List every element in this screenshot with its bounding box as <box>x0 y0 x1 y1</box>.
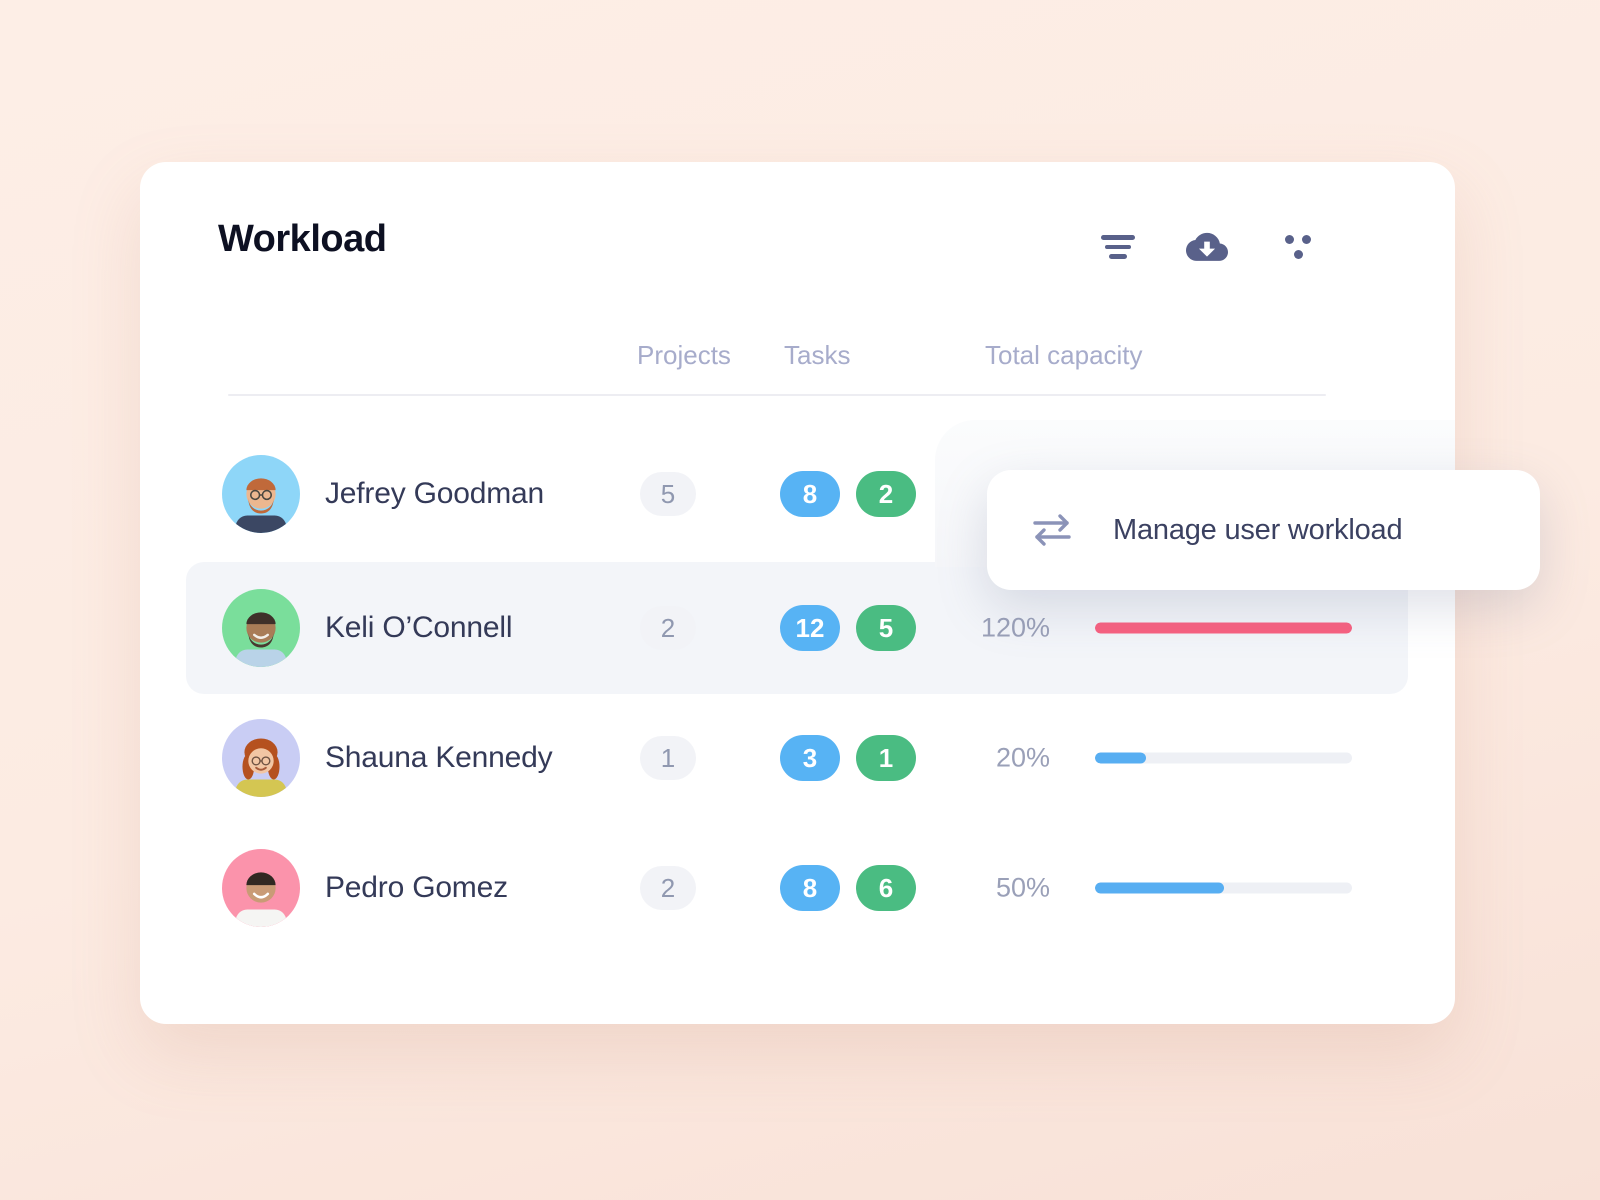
capacity-percent: 120% <box>980 612 1050 643</box>
capacity-bar-track <box>1095 882 1352 894</box>
tasks-done-badge: 2 <box>856 471 916 517</box>
avatar <box>222 849 300 927</box>
tasks-badges: 8 6 <box>780 865 916 911</box>
cloud-download-icon <box>1186 229 1228 266</box>
column-header-total-capacity: Total capacity <box>985 340 1143 370</box>
capacity-bar-fill <box>1095 622 1352 634</box>
tasks-done-badge: 6 <box>856 865 916 911</box>
more-options-icon <box>1276 232 1320 262</box>
avatar <box>222 455 300 533</box>
page-title: Workload <box>218 218 387 260</box>
tasks-active-badge: 3 <box>780 735 840 781</box>
tasks-badges: 12 5 <box>780 605 916 651</box>
user-name: Keli O’Connell <box>325 611 513 644</box>
more-options-button[interactable] <box>1276 225 1320 269</box>
capacity-percent: 20% <box>995 742 1050 773</box>
manage-workload-menu-item[interactable]: Manage user workload <box>987 470 1540 590</box>
swap-arrows-icon <box>1029 513 1075 547</box>
workload-card: Workload Projects Tasks Total capacity <box>140 162 1455 1024</box>
avatar <box>222 719 300 797</box>
tasks-active-badge: 12 <box>780 605 840 651</box>
table-row[interactable]: Jefrey Goodman 5 8 2 <box>186 428 1408 560</box>
user-name: Jefrey Goodman <box>325 477 544 510</box>
column-header-projects: Projects <box>637 340 731 370</box>
capacity-bar-track <box>1095 752 1352 764</box>
user-name: Pedro Gomez <box>325 871 508 904</box>
tasks-badges: 3 1 <box>780 735 916 781</box>
header-divider <box>228 394 1326 396</box>
table-row[interactable]: Pedro Gomez 2 8 6 50% <box>186 822 1408 954</box>
capacity-percent: 50% <box>995 872 1050 903</box>
download-button[interactable] <box>1185 225 1229 269</box>
tasks-active-badge: 8 <box>780 471 840 517</box>
capacity-bar-fill <box>1095 882 1224 894</box>
tasks-done-badge: 5 <box>856 605 916 651</box>
column-header-tasks: Tasks <box>784 340 851 370</box>
filter-icon <box>1101 230 1135 264</box>
avatar <box>222 589 300 667</box>
tasks-badges: 8 2 <box>780 471 916 517</box>
table-row[interactable]: Shauna Kennedy 1 3 1 20% <box>186 692 1408 824</box>
capacity-bar-fill <box>1095 752 1147 764</box>
projects-count-badge: 1 <box>640 736 696 780</box>
capacity-bar-track <box>1095 622 1352 634</box>
projects-count-badge: 5 <box>640 472 696 516</box>
filter-button[interactable] <box>1096 225 1140 269</box>
user-name: Shauna Kennedy <box>325 741 553 774</box>
projects-count-badge: 2 <box>640 866 696 910</box>
tasks-done-badge: 1 <box>856 735 916 781</box>
tasks-active-badge: 8 <box>780 865 840 911</box>
projects-count-badge: 2 <box>640 606 696 650</box>
manage-workload-label: Manage user workload <box>1113 513 1403 546</box>
